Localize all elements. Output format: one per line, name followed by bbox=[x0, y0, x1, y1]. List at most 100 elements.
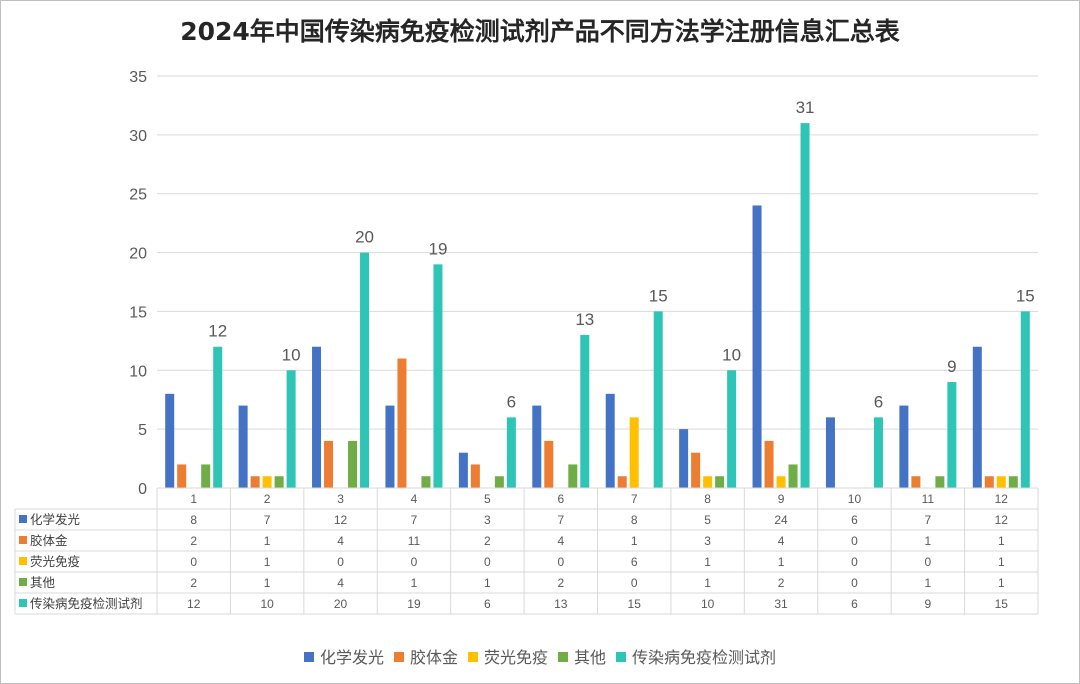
table-cell-value: 24 bbox=[774, 513, 788, 527]
table-cell-value: 4 bbox=[337, 534, 344, 548]
x-tick-label: 5 bbox=[484, 492, 491, 506]
bar bbox=[385, 405, 395, 488]
bar bbox=[506, 417, 516, 488]
table-cell-value: 6 bbox=[631, 555, 638, 569]
bar bbox=[605, 393, 615, 488]
x-tick-label: 11 bbox=[922, 492, 935, 506]
x-tick-label: 3 bbox=[337, 492, 344, 506]
y-tick-label: 25 bbox=[129, 187, 147, 204]
table-legend-key bbox=[19, 536, 27, 544]
table-cell-value: 12 bbox=[187, 597, 201, 611]
table-cell-value: 0 bbox=[484, 555, 491, 569]
legend-item: 荧光免疫 bbox=[467, 644, 548, 668]
table-cell-value: 10 bbox=[701, 597, 715, 611]
table-cell-value: 1 bbox=[778, 555, 785, 569]
bar bbox=[532, 405, 542, 488]
legend-item: 化学发光 bbox=[303, 644, 384, 668]
bar bbox=[947, 382, 957, 488]
bar bbox=[286, 370, 296, 488]
table-cell-value: 4 bbox=[337, 576, 344, 590]
x-tick-label: 10 bbox=[848, 492, 862, 506]
legend-item: 胶体金 bbox=[393, 644, 458, 668]
table-cell-value: 2 bbox=[778, 576, 785, 590]
data-label: 15 bbox=[1016, 286, 1035, 305]
bar bbox=[873, 417, 883, 488]
bar bbox=[458, 452, 468, 488]
bar bbox=[360, 252, 370, 488]
bar bbox=[703, 476, 713, 488]
bar bbox=[201, 464, 211, 488]
table-cell-value: 0 bbox=[631, 576, 638, 590]
x-tick-label: 7 bbox=[631, 492, 638, 506]
bar bbox=[494, 476, 504, 488]
bar bbox=[1008, 476, 1018, 488]
data-label: 10 bbox=[722, 345, 741, 364]
data-label: 31 bbox=[796, 98, 815, 117]
bar bbox=[421, 476, 431, 488]
bar bbox=[984, 476, 994, 488]
x-tick-label: 6 bbox=[557, 492, 564, 506]
table-cell-value: 0 bbox=[851, 576, 858, 590]
bar bbox=[397, 358, 407, 488]
legend-swatch bbox=[558, 652, 568, 662]
bar bbox=[679, 429, 689, 488]
table-cell-value: 1 bbox=[925, 534, 932, 548]
y-tick-label: 0 bbox=[138, 481, 147, 498]
table-cell-value: 1 bbox=[925, 576, 932, 590]
table-cell-value: 9 bbox=[925, 597, 932, 611]
bar bbox=[776, 476, 786, 488]
legend-label: 胶体金 bbox=[409, 648, 458, 667]
bar bbox=[653, 311, 663, 488]
x-tick-label: 4 bbox=[411, 492, 418, 506]
table-cell-value: 0 bbox=[851, 555, 858, 569]
bar bbox=[629, 417, 639, 488]
y-tick-label: 35 bbox=[129, 69, 147, 86]
bar bbox=[752, 205, 762, 488]
table-cell-value: 6 bbox=[851, 513, 858, 527]
table-series-label: 胶体金 bbox=[30, 533, 68, 548]
bar bbox=[213, 346, 223, 488]
data-label: 6 bbox=[874, 392, 883, 411]
x-tick-label: 1 bbox=[190, 492, 197, 506]
bar bbox=[996, 476, 1006, 488]
bar bbox=[165, 393, 175, 488]
legend-swatch bbox=[303, 652, 314, 662]
bar bbox=[1020, 311, 1030, 488]
y-tick-label: 10 bbox=[129, 363, 147, 380]
legend-label: 其他 bbox=[574, 648, 607, 667]
chart-legend: 化学发光 胶体金 荧光免疫 其他 传染病免疫检测试剂 bbox=[0, 644, 1080, 668]
bar bbox=[470, 464, 480, 488]
table-cell-value: 2 bbox=[190, 534, 197, 548]
table-cell-value: 1 bbox=[411, 576, 418, 590]
bar bbox=[312, 346, 322, 488]
x-tick-label: 2 bbox=[264, 492, 271, 506]
bar bbox=[580, 334, 590, 488]
bar bbox=[238, 405, 248, 488]
table-cell-value: 1 bbox=[264, 555, 271, 569]
table-cell-value: 0 bbox=[851, 534, 858, 548]
table-cell-value: 1 bbox=[484, 576, 491, 590]
legend-swatch bbox=[393, 652, 404, 662]
table-cell-value: 0 bbox=[557, 555, 564, 569]
table-cell-value: 10 bbox=[260, 597, 274, 611]
legend-label: 化学发光 bbox=[319, 648, 384, 667]
legend-swatch bbox=[616, 652, 627, 662]
data-label: 10 bbox=[282, 345, 301, 364]
table-legend-key bbox=[19, 599, 27, 607]
legend-label: 荧光免疫 bbox=[483, 648, 548, 667]
bar bbox=[691, 452, 701, 488]
bar bbox=[899, 405, 909, 488]
bar bbox=[433, 264, 443, 488]
y-tick-label: 15 bbox=[129, 304, 147, 321]
table-cell-value: 15 bbox=[995, 597, 1009, 611]
table-cell-value: 1 bbox=[704, 576, 711, 590]
data-label: 20 bbox=[355, 228, 374, 247]
bar bbox=[544, 440, 554, 488]
table-cell-value: 2 bbox=[557, 576, 564, 590]
bar bbox=[262, 476, 272, 488]
table-legend-key bbox=[19, 557, 27, 565]
data-label: 13 bbox=[575, 310, 594, 329]
bar bbox=[617, 476, 627, 488]
table-cell-value: 7 bbox=[264, 513, 271, 527]
